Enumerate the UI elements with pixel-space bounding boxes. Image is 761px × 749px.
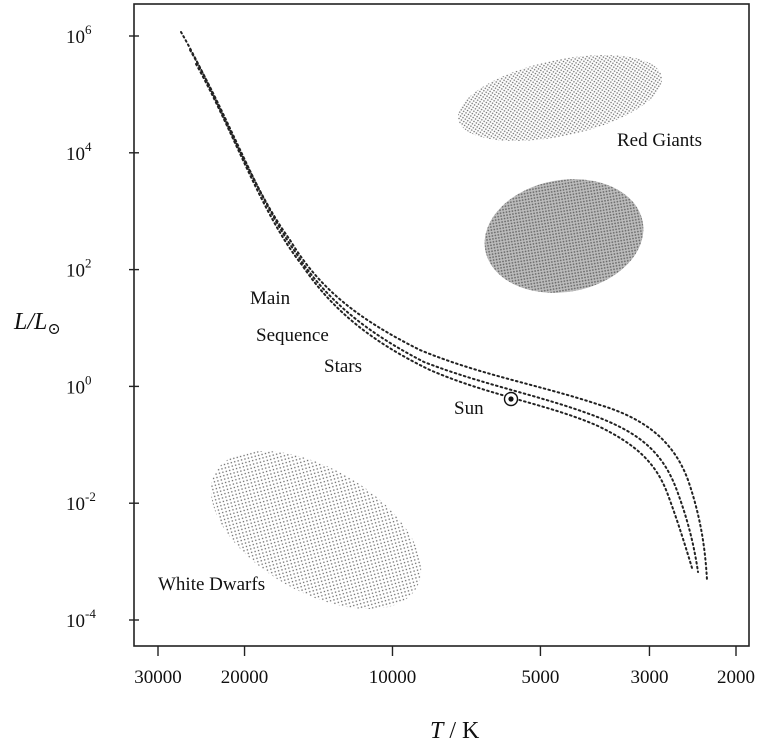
plot-frame xyxy=(133,3,750,647)
red-giants-label: Red Giants xyxy=(617,130,702,151)
y-tick-exponent: 4 xyxy=(85,139,92,154)
y-tick-label: 106 xyxy=(66,22,92,48)
red-giants-upper-region xyxy=(457,54,663,142)
x-tick-label: 20000 xyxy=(221,667,269,688)
y-tick-label: 100 xyxy=(66,372,92,398)
x-tick-label: 2000 xyxy=(717,667,755,688)
y-tick-base: 10 xyxy=(66,144,85,165)
x-axis-label-italic: T xyxy=(430,718,445,744)
main-sequence-band xyxy=(180,31,708,581)
x-axis-ticks: 30000 20000 10000 5000 3000 2000 xyxy=(134,646,755,688)
sun-marker-core xyxy=(508,396,514,402)
y-tick-exponent: 0 xyxy=(85,372,92,387)
y-axis-label-main: L/L xyxy=(13,309,47,335)
main-sequence-label-line1: Main xyxy=(250,288,291,309)
x-tick-label: 10000 xyxy=(369,667,417,688)
y-tick-exponent: -2 xyxy=(85,489,96,504)
y-tick-label: 102 xyxy=(66,256,92,282)
y-tick-exponent: 6 xyxy=(85,22,92,37)
x-tick-label: 5000 xyxy=(521,667,559,688)
x-tick-label: 30000 xyxy=(134,667,182,688)
y-tick-base: 10 xyxy=(66,27,85,48)
main-sequence-label-line3: Stars xyxy=(324,356,362,377)
white-dwarfs-label: White Dwarfs xyxy=(158,574,265,595)
y-tick-exponent: 2 xyxy=(85,256,92,271)
y-tick-label: 10-4 xyxy=(66,606,96,632)
y-axis-label-sub: ⊙ xyxy=(47,321,60,338)
main-sequence-label-line2: Sequence xyxy=(256,325,329,346)
x-axis-label: T / K xyxy=(430,718,480,744)
x-axis-label-rest: / K xyxy=(443,718,480,744)
white-dwarfs-region xyxy=(210,450,422,610)
y-tick-label: 104 xyxy=(66,139,92,165)
y-tick-exponent: -4 xyxy=(85,606,96,621)
y-axis-label: L/L⊙ xyxy=(13,309,61,338)
y-tick-label: 10-2 xyxy=(66,489,96,515)
y-tick-base: 10 xyxy=(66,494,85,515)
x-tick-label: 3000 xyxy=(630,667,668,688)
red-giants-lower-region xyxy=(484,179,644,293)
y-tick-base: 10 xyxy=(66,377,85,398)
y-tick-base: 10 xyxy=(66,611,85,632)
sun-label: Sun xyxy=(454,398,484,419)
y-tick-base: 10 xyxy=(66,261,85,282)
